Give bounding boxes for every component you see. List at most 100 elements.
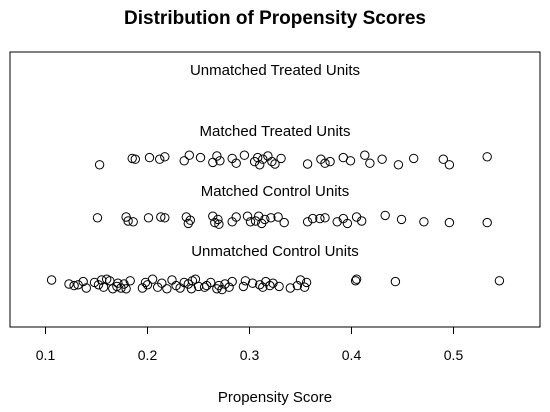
data-point bbox=[258, 154, 268, 164]
group-label: Unmatched Control Units bbox=[191, 243, 359, 260]
data-point bbox=[147, 274, 158, 284]
data-point bbox=[155, 154, 165, 164]
data-point bbox=[160, 213, 170, 223]
data-point bbox=[239, 150, 250, 160]
data-point bbox=[69, 280, 79, 291]
group-label: Matched Treated Units bbox=[200, 123, 351, 140]
data-point bbox=[482, 217, 492, 228]
data-point bbox=[184, 150, 195, 160]
data-point bbox=[199, 282, 210, 292]
data-point bbox=[274, 281, 284, 292]
data-point bbox=[206, 277, 216, 288]
data-point bbox=[78, 276, 88, 287]
data-point bbox=[380, 210, 390, 221]
data-point bbox=[351, 274, 362, 284]
data-point bbox=[162, 284, 172, 294]
chart-title: Distribution of Propensity Scores bbox=[124, 8, 426, 29]
data-point bbox=[92, 213, 103, 223]
data-point bbox=[419, 217, 429, 227]
data-point bbox=[242, 211, 253, 221]
data-point bbox=[279, 217, 289, 228]
data-point bbox=[123, 216, 133, 226]
data-point bbox=[360, 150, 370, 160]
data-point bbox=[238, 281, 249, 292]
x-tick-label: 0.2 bbox=[138, 347, 158, 363]
x-tick-label: 0.3 bbox=[240, 347, 260, 363]
data-point bbox=[240, 276, 251, 286]
data-point bbox=[214, 219, 224, 229]
data-point bbox=[73, 280, 83, 290]
data-point bbox=[46, 275, 57, 285]
data-point bbox=[396, 214, 407, 225]
data-point bbox=[315, 213, 325, 224]
data-point bbox=[224, 282, 234, 292]
data-point bbox=[258, 282, 268, 292]
data-point bbox=[160, 152, 170, 162]
data-point bbox=[215, 156, 225, 166]
data-point bbox=[270, 159, 280, 169]
data-point bbox=[212, 151, 222, 161]
data-point bbox=[93, 280, 104, 290]
data-point bbox=[167, 275, 177, 285]
x-tick-label: 0.1 bbox=[36, 347, 56, 363]
x-axis-title: Propensity Score bbox=[218, 389, 332, 406]
data-point bbox=[292, 280, 303, 291]
data-point bbox=[302, 217, 313, 227]
data-point bbox=[409, 153, 419, 164]
data-point bbox=[444, 160, 455, 170]
data-point bbox=[268, 278, 278, 288]
data-point bbox=[113, 278, 123, 288]
data-point bbox=[179, 156, 189, 166]
data-point bbox=[345, 156, 356, 166]
data-point bbox=[276, 153, 286, 164]
group-label: Unmatched Treated Units bbox=[190, 62, 360, 79]
data-point bbox=[119, 279, 129, 289]
data-point bbox=[357, 216, 367, 226]
data-point bbox=[156, 212, 166, 222]
data-point bbox=[125, 276, 135, 286]
group-labels: Unmatched Treated Units Matched Treated U… bbox=[190, 62, 360, 260]
data-point bbox=[247, 278, 258, 288]
data-point bbox=[227, 276, 237, 287]
data-point bbox=[482, 152, 492, 162]
data-point bbox=[260, 214, 270, 225]
data-point bbox=[308, 213, 318, 224]
data-point bbox=[267, 156, 277, 167]
data-point bbox=[320, 158, 330, 168]
data-point bbox=[255, 280, 265, 290]
data-point bbox=[301, 277, 312, 288]
data-point bbox=[494, 276, 505, 286]
data-point bbox=[98, 282, 109, 292]
data-point bbox=[185, 215, 196, 225]
data-point bbox=[142, 280, 153, 290]
data-point bbox=[183, 218, 194, 229]
data-point bbox=[213, 214, 223, 225]
data-point bbox=[157, 278, 167, 288]
data-point bbox=[393, 160, 404, 170]
data-point bbox=[299, 282, 310, 292]
data-point bbox=[365, 158, 375, 168]
data-point bbox=[137, 283, 148, 293]
group-label: Matched Control Units bbox=[201, 183, 349, 200]
data-point bbox=[128, 217, 138, 227]
data-point bbox=[273, 212, 283, 222]
data-point bbox=[250, 216, 261, 226]
data-point bbox=[217, 284, 227, 295]
data-point bbox=[130, 154, 141, 164]
data-point bbox=[245, 217, 256, 227]
x-tick-label: 0.5 bbox=[444, 347, 464, 363]
data-point bbox=[143, 213, 154, 223]
data-point bbox=[212, 284, 222, 294]
data-point bbox=[81, 283, 92, 293]
data-point bbox=[350, 276, 361, 286]
data-point bbox=[64, 279, 74, 289]
data-point bbox=[390, 276, 401, 287]
data-point bbox=[295, 275, 306, 285]
data-point bbox=[265, 280, 275, 291]
data-point bbox=[144, 152, 155, 163]
data-point bbox=[325, 156, 335, 167]
data-point bbox=[231, 158, 241, 168]
data-point bbox=[377, 154, 387, 164]
data-point bbox=[195, 152, 206, 163]
